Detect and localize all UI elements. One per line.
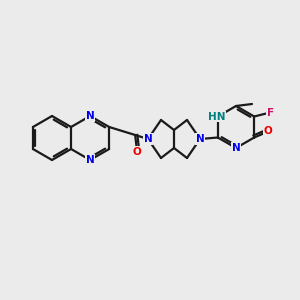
Text: N: N: [232, 143, 240, 153]
Text: F: F: [267, 107, 274, 118]
Text: N: N: [86, 155, 94, 165]
Text: O: O: [264, 127, 273, 136]
Text: HN: HN: [208, 112, 226, 122]
Text: N: N: [86, 111, 94, 121]
Text: N: N: [144, 134, 152, 144]
Text: O: O: [133, 147, 142, 157]
Text: N: N: [196, 134, 204, 144]
